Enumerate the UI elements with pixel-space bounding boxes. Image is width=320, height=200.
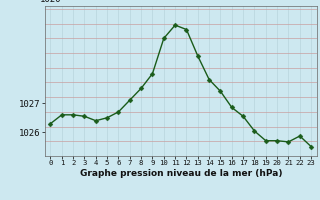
Text: 1020: 1020	[39, 0, 61, 4]
X-axis label: Graphe pression niveau de la mer (hPa): Graphe pression niveau de la mer (hPa)	[80, 169, 282, 178]
